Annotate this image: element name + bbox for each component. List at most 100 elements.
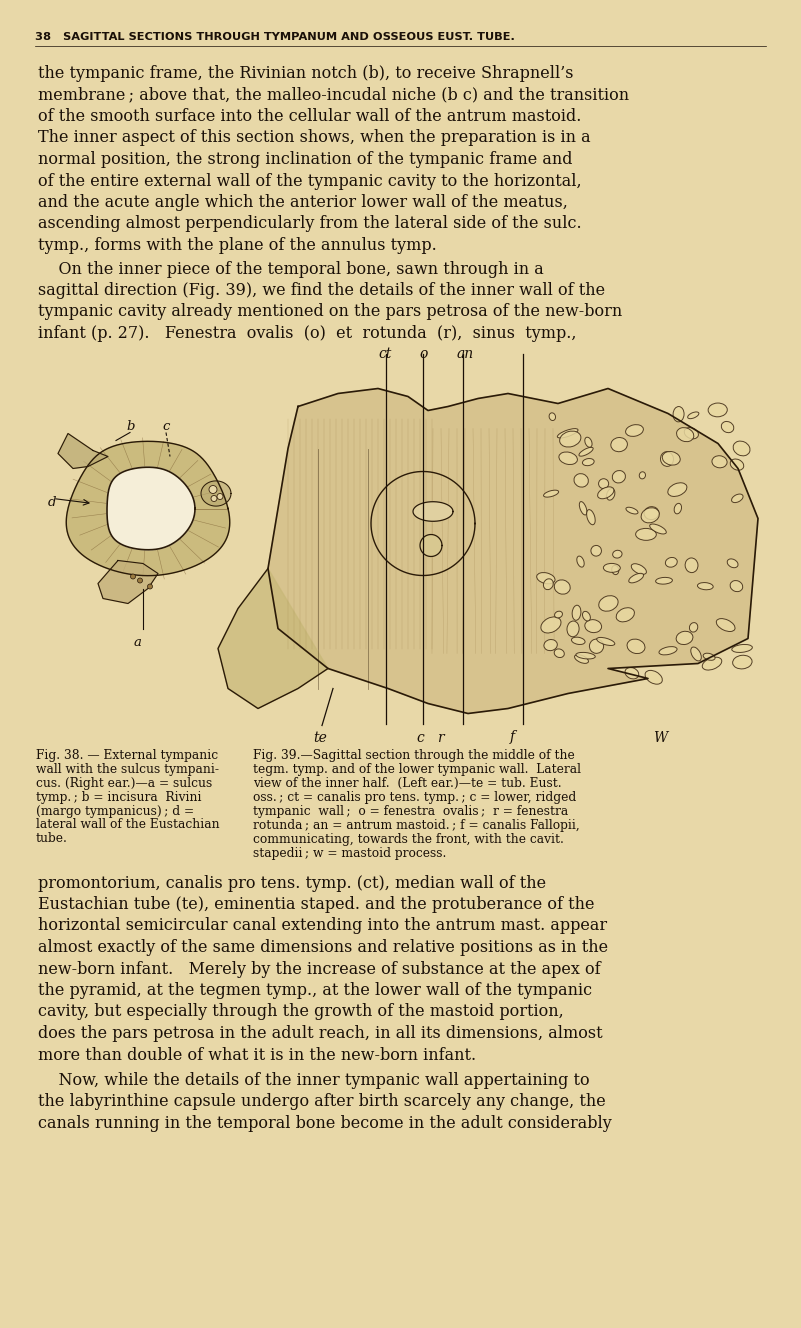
Ellipse shape	[645, 671, 662, 684]
Text: o: o	[419, 347, 428, 360]
Ellipse shape	[641, 507, 659, 523]
Text: d: d	[48, 497, 57, 510]
Ellipse shape	[731, 494, 743, 502]
Polygon shape	[107, 467, 195, 550]
Ellipse shape	[676, 631, 693, 644]
Ellipse shape	[576, 652, 595, 659]
Ellipse shape	[655, 578, 672, 584]
Text: tegm. tymp. and of the lower tympanic wall.  Lateral: tegm. tymp. and of the lower tympanic wa…	[253, 762, 581, 776]
Polygon shape	[201, 481, 231, 506]
Ellipse shape	[659, 647, 677, 655]
Ellipse shape	[606, 489, 615, 501]
Ellipse shape	[567, 622, 579, 637]
Ellipse shape	[574, 474, 589, 487]
Text: f: f	[510, 730, 515, 745]
Ellipse shape	[613, 550, 622, 558]
Text: promontorium, canalis pro tens. tymp. (ct), median wall of the: promontorium, canalis pro tens. tymp. (c…	[38, 875, 546, 891]
Ellipse shape	[668, 483, 687, 497]
Ellipse shape	[585, 620, 602, 632]
Text: stapedii ; w = mastoid process.: stapedii ; w = mastoid process.	[253, 846, 446, 859]
Text: ascending almost perpendicularly from the lateral side of the sulc.: ascending almost perpendicularly from th…	[38, 215, 582, 232]
Text: Now, while the details of the inner tympanic wall appertaining to: Now, while the details of the inner tymp…	[38, 1072, 590, 1089]
Ellipse shape	[625, 668, 638, 679]
Ellipse shape	[666, 558, 677, 567]
Text: of the entire external wall of the tympanic cavity to the horizontal,: of the entire external wall of the tympa…	[38, 173, 582, 190]
Text: normal position, the strong inclination of the tympanic frame and: normal position, the strong inclination …	[38, 151, 573, 169]
Ellipse shape	[586, 510, 595, 525]
Ellipse shape	[690, 647, 702, 661]
Text: Eustachian tube (te), eminentia staped. and the protuberance of the: Eustachian tube (te), eminentia staped. …	[38, 896, 594, 914]
Ellipse shape	[650, 525, 666, 534]
Ellipse shape	[560, 432, 581, 448]
Ellipse shape	[544, 490, 558, 497]
Ellipse shape	[577, 556, 584, 567]
Text: the pyramid, at the tegmen tymp., at the lower wall of the tympanic: the pyramid, at the tegmen tymp., at the…	[38, 981, 592, 999]
Text: wall with the sulcus tympani-: wall with the sulcus tympani-	[36, 762, 219, 776]
Ellipse shape	[631, 563, 646, 575]
Ellipse shape	[708, 402, 727, 417]
Ellipse shape	[727, 559, 738, 567]
Text: almost exactly of the same dimensions and relative positions as in the: almost exactly of the same dimensions an…	[38, 939, 608, 956]
Ellipse shape	[537, 572, 555, 584]
Text: canals running in the temporal bone become in the adult considerably: canals running in the temporal bone beco…	[38, 1116, 612, 1131]
Text: lateral wall of the Eustachian: lateral wall of the Eustachian	[36, 818, 219, 831]
Ellipse shape	[590, 639, 604, 653]
Ellipse shape	[591, 546, 602, 556]
Text: the labyrinthine capsule undergo after birth scarcely any change, the: the labyrinthine capsule undergo after b…	[38, 1093, 606, 1110]
Ellipse shape	[626, 507, 638, 514]
Ellipse shape	[598, 487, 614, 499]
Ellipse shape	[673, 406, 684, 422]
Text: cus. (Right ear.)—a = sulcus: cus. (Right ear.)—a = sulcus	[36, 777, 212, 790]
Polygon shape	[66, 441, 230, 575]
Text: b: b	[126, 421, 135, 433]
Text: W: W	[653, 730, 667, 745]
Ellipse shape	[554, 649, 564, 657]
Text: On the inner piece of the temporal bone, sawn through in a: On the inner piece of the temporal bone,…	[38, 260, 544, 278]
Polygon shape	[218, 568, 328, 709]
Ellipse shape	[579, 502, 587, 515]
Text: The inner aspect of this section shows, when the preparation is in a: The inner aspect of this section shows, …	[38, 130, 590, 146]
Ellipse shape	[597, 637, 615, 645]
Ellipse shape	[662, 452, 680, 465]
Text: tymp., forms with the plane of the annulus tymp.: tymp., forms with the plane of the annul…	[38, 236, 437, 254]
Ellipse shape	[544, 640, 557, 651]
Text: more than double of what it is in the new-born infant.: more than double of what it is in the ne…	[38, 1046, 476, 1064]
Ellipse shape	[639, 471, 646, 479]
Text: new-born infant.   Merely by the increase of substance at the apex of: new-born infant. Merely by the increase …	[38, 960, 601, 977]
Polygon shape	[413, 502, 453, 522]
Ellipse shape	[698, 583, 713, 590]
Ellipse shape	[582, 458, 594, 466]
Ellipse shape	[571, 637, 585, 644]
Ellipse shape	[690, 623, 698, 632]
Ellipse shape	[626, 425, 643, 437]
Text: tymp. ; b = incisura  Rivini: tymp. ; b = incisura Rivini	[36, 790, 202, 803]
Ellipse shape	[732, 644, 752, 652]
Ellipse shape	[716, 619, 735, 632]
Ellipse shape	[572, 606, 581, 620]
Text: Fig. 38. — External tympanic: Fig. 38. — External tympanic	[36, 749, 218, 761]
Circle shape	[131, 574, 135, 579]
Circle shape	[138, 578, 143, 583]
Text: rotunda ; an = antrum mastoid. ; f = canalis Fallopii,: rotunda ; an = antrum mastoid. ; f = can…	[253, 818, 580, 831]
Text: tympanic cavity already mentioned on the pars petrosa of the new-born: tympanic cavity already mentioned on the…	[38, 304, 622, 320]
Ellipse shape	[612, 566, 618, 575]
Text: horizontal semicircular canal extending into the antrum mast. appear: horizontal semicircular canal extending …	[38, 918, 607, 935]
Text: the tympanic frame, the Rivinian notch (b), to receive Shrapnell’s: the tympanic frame, the Rivinian notch (…	[38, 65, 574, 82]
Circle shape	[209, 486, 217, 494]
Text: communicating, towards the front, with the cavit.: communicating, towards the front, with t…	[253, 833, 564, 846]
Ellipse shape	[644, 507, 659, 519]
Ellipse shape	[554, 611, 562, 618]
Ellipse shape	[733, 655, 752, 669]
Text: ct: ct	[378, 347, 392, 360]
Text: view of the inner half.  (Left ear.)—te = tub. Eust.: view of the inner half. (Left ear.)—te =…	[253, 777, 562, 790]
Ellipse shape	[557, 429, 578, 438]
Ellipse shape	[543, 579, 553, 590]
Ellipse shape	[722, 421, 734, 433]
Text: of the smooth surface into the cellular wall of the antrum mastoid.: of the smooth surface into the cellular …	[38, 108, 582, 125]
Circle shape	[147, 584, 152, 590]
Ellipse shape	[541, 618, 561, 633]
Text: infant (p. 27).   Fenestra  ovalis  (o)  et  rotunda  (r),  sinus  tymp.,: infant (p. 27). Fenestra ovalis (o) et r…	[38, 325, 577, 343]
Text: 38   SAGITTAL SECTIONS THROUGH TYMPANUM AND OSSEOUS EUST. TUBE.: 38 SAGITTAL SECTIONS THROUGH TYMPANUM AN…	[35, 32, 515, 42]
Text: c: c	[416, 730, 424, 745]
Text: tympanic  wall ;  o = fenestra  ovalis ;  r = fenestra: tympanic wall ; o = fenestra ovalis ; r …	[253, 805, 568, 818]
